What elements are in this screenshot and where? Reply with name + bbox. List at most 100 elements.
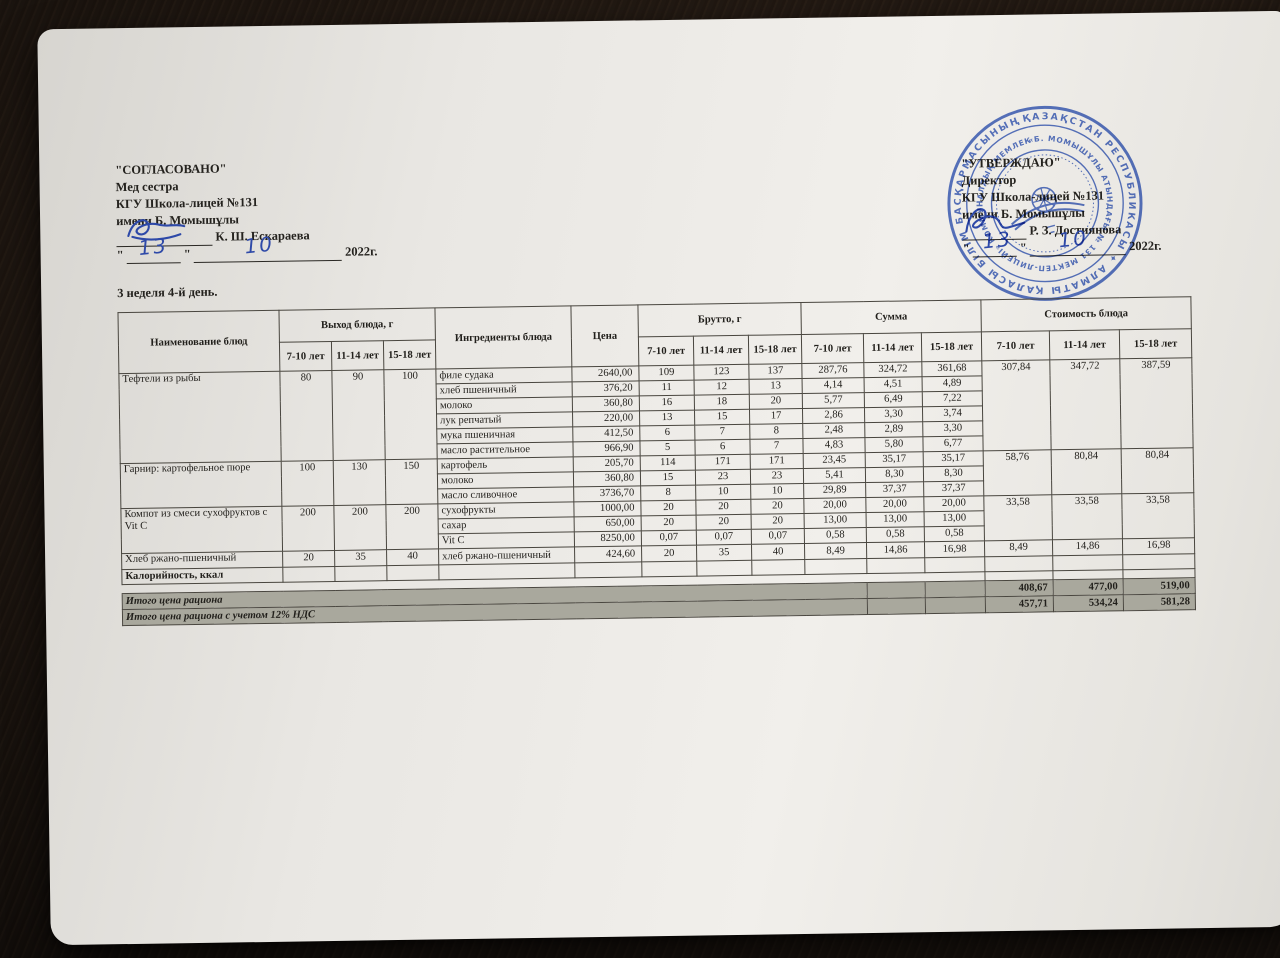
yield-cell: 200 (385, 503, 439, 550)
totals-value-cell: 534,24 (1053, 594, 1124, 612)
summa-cell: 7,22 (922, 390, 983, 407)
summa-cell: 16,98 (924, 540, 985, 558)
brutto-cell: 20 (750, 498, 805, 515)
empty-cell (696, 560, 752, 577)
brutto-cell: 20 (640, 500, 697, 516)
brutto-cell: 20 (695, 499, 752, 516)
price-cell: 1000,00 (573, 500, 642, 517)
empty-cell (1122, 553, 1195, 570)
dish-cost-cell: 80,84 (1051, 448, 1122, 495)
age-group-header: 7-10 лет (981, 330, 1050, 361)
summa-cell: 5,80 (864, 436, 924, 453)
summa-cell: 20,00 (865, 496, 925, 513)
dish-cost-cell: 347,72 (1049, 358, 1122, 450)
summa-cell: 13,00 (804, 512, 867, 529)
brutto-cell: 13 (639, 410, 695, 426)
official-stamp: ҚАЗАҚСТАН РЕСПУБЛИКАСЫ ✦ АЛМАТЫ ҚАЛАСЫ Б… (924, 82, 1158, 319)
summa-cell: 2,48 (802, 422, 865, 439)
price-cell: 360,80 (572, 395, 640, 412)
summa-cell: 23,45 (803, 452, 866, 469)
brutto-cell: 15 (694, 409, 750, 426)
price-cell: 8250,00 (574, 530, 642, 547)
dish-name-cell: Тефтели из рыбы (118, 371, 282, 464)
approval-block-left: "СОГЛАСОВАНО" Мед сестра КГУ Школа-лицей… (115, 157, 447, 265)
col-header-summa: Сумма (800, 299, 982, 335)
brutto-cell: 137 (748, 363, 803, 380)
summa-cell: 0,58 (866, 526, 925, 543)
summa-cell: 0,58 (804, 527, 867, 544)
brutto-cell: 7 (749, 438, 804, 455)
price-cell: 360,80 (573, 470, 641, 487)
brutto-cell: 11 (639, 380, 695, 396)
summa-cell: 6,77 (922, 435, 984, 452)
empty-cell (925, 596, 986, 614)
handwritten-month-left: 10 (242, 231, 275, 259)
date-line-left: " 13 " 10 2022г. (117, 232, 447, 265)
empty-cell (641, 561, 697, 577)
brutto-cell: 114 (640, 455, 696, 471)
dish-cost-cell: 58,76 (983, 449, 1052, 496)
summa-cell: 8,49 (804, 542, 867, 560)
brutto-cell: 17 (749, 408, 803, 425)
summa-cell: 20,00 (923, 495, 985, 512)
age-group-header: 7-10 лет (638, 336, 694, 366)
col-header-price: Цена (570, 304, 639, 367)
age-group-header: 11-14 лет (331, 340, 384, 371)
empty-cell (867, 581, 926, 599)
menu-table-body: Тефтели из рыбы 80 90 100 филе судака 2640,00… (118, 357, 1196, 626)
brutto-cell: 5 (639, 440, 696, 456)
price-cell: 3736,70 (573, 485, 641, 502)
brutto-cell: 109 (638, 365, 695, 381)
paper-sheet: "СОГЛАСОВАНО" Мед сестра КГУ Школа-лицей… (37, 10, 1280, 946)
dish-cost-cell: 14,86 (1052, 538, 1123, 556)
price-cell: 650,00 (574, 515, 642, 532)
price-cell: 205,70 (573, 455, 641, 472)
dish-cost-cell: 33,58 (983, 494, 1053, 541)
empty-cell (574, 561, 642, 578)
yield-cell: 200 (281, 505, 335, 552)
stamp-emblem (1010, 186, 1085, 234)
summa-cell: 324,72 (863, 361, 923, 378)
summa-cell: 35,17 (865, 451, 924, 468)
age-group-header: 15-18 лет (921, 331, 982, 362)
brutto-cell: 8 (749, 423, 803, 440)
brutto-cell: 20 (749, 393, 803, 410)
summa-cell: 4,51 (864, 376, 923, 393)
dish-cost-cell: 8,49 (984, 539, 1053, 557)
age-group-header: 11-14 лет (693, 335, 749, 366)
brutto-cell: 20 (751, 513, 805, 530)
age-group-header: 7-10 лет (279, 341, 332, 372)
dish-cost-cell: 307,84 (981, 359, 1052, 451)
brutto-cell: 6 (694, 439, 751, 456)
week-day-subtitle: 3 неделя 4-й день. (117, 284, 218, 301)
summa-cell: 4,14 (802, 377, 865, 394)
price-cell: 966,90 (572, 440, 641, 457)
col-header-name: Наименование блюд (117, 310, 280, 374)
empty-cell (334, 565, 387, 582)
yield-cell: 40 (386, 548, 439, 566)
summa-cell: 4,89 (922, 375, 983, 392)
day-slot-left: 13 (126, 233, 181, 265)
brutto-cell: 40 (751, 543, 805, 561)
yield-cell: 35 (334, 549, 387, 567)
empty-cell (924, 556, 985, 573)
dish-cost-cell: 33,58 (1121, 492, 1195, 539)
menu-table: Наименование блюд Выход блюда, г Ингреди… (117, 296, 1196, 626)
summa-cell: 5,41 (803, 467, 866, 484)
col-header-brutto: Брутто, г (637, 302, 802, 337)
yield-cell: 90 (331, 369, 386, 461)
empty-cell (751, 559, 805, 576)
empty-cell (867, 597, 926, 615)
summa-cell: 20,00 (803, 497, 867, 514)
yield-cell: 20 (282, 550, 335, 568)
price-cell: 424,60 (574, 545, 642, 563)
empty-cell (925, 580, 986, 598)
quote-mark: " (183, 247, 191, 262)
summa-cell: 13,00 (866, 511, 925, 528)
col-header-yield: Выход блюда, г (278, 307, 436, 343)
empty-cell (804, 558, 867, 575)
summa-cell: 37,37 (865, 481, 924, 498)
brutto-cell: 6 (639, 425, 695, 441)
handwritten-day-left: 13 (137, 233, 170, 261)
summa-cell: 4,83 (802, 437, 866, 454)
